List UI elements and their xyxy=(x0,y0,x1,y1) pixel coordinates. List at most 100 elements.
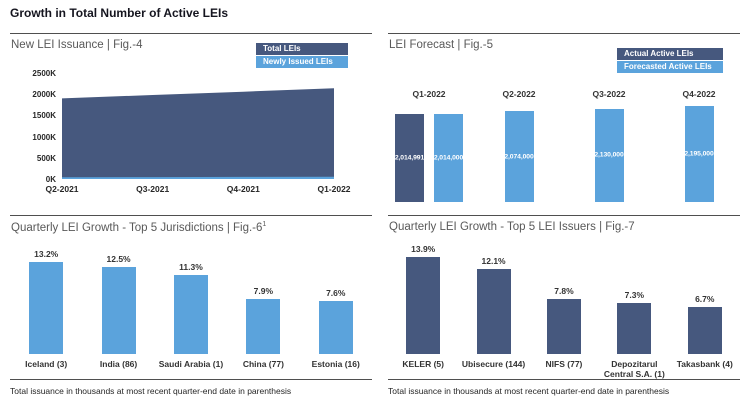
bar-value-label: 13.9% xyxy=(411,244,436,254)
bar-stack: 7.8% xyxy=(546,244,581,354)
bar-group: 11.3% Saudi Arabia (1) xyxy=(155,244,227,369)
bar-value-label: 2,014,991 xyxy=(394,154,425,162)
y-axis-tick-label: 0K xyxy=(45,175,56,184)
bar-group: Q2-2022 2,074,000 xyxy=(480,89,558,202)
bar-value-label: 12.1% xyxy=(481,256,506,267)
category-label: India (86) xyxy=(99,359,138,369)
page-title: Growth in Total Number of Active LEIs xyxy=(10,6,229,20)
bar: 2,130,000 xyxy=(594,108,624,202)
bar-value-label: 7.8% xyxy=(554,286,574,297)
bar-value-label: 12.5% xyxy=(106,253,131,264)
category-label: Iceland (3) xyxy=(25,359,68,369)
bar-group: 7.3% Depozitarul Central S.A. (1) xyxy=(599,244,669,379)
bar-group: 6.7% Takasbank (4) xyxy=(670,244,740,379)
bar-stack: 2,195,000 xyxy=(684,102,714,202)
bar-group: 12.1% Ubisecure (144) xyxy=(458,244,528,379)
category-label: Saudi Arabia (1) xyxy=(158,359,224,369)
bar xyxy=(687,307,722,354)
footnote-marker: 1 xyxy=(262,221,267,228)
bar: 2,074,000 xyxy=(504,111,534,202)
bar-stack: 2,130,000 xyxy=(594,102,624,202)
bar-stack: 12.1% xyxy=(476,244,511,354)
bar xyxy=(246,298,281,354)
category-label: Q3-2022 xyxy=(592,89,626,99)
y-axis-tick-label: 1000K xyxy=(32,132,56,142)
panel-title-text: Quarterly LEI Growth - Top 5 Jurisdictio… xyxy=(11,221,263,234)
bar-stack: 13.2% xyxy=(29,244,64,354)
bar: 2,014,000 xyxy=(433,113,464,202)
bar-value-label: 2,014,000 xyxy=(433,154,464,162)
bar-value-label: 11.3% xyxy=(179,261,203,272)
category-label: Estonia (16) xyxy=(311,359,360,369)
bar-value-label: 7.9% xyxy=(253,285,274,296)
bar-stack: 7.3% xyxy=(617,244,652,354)
panel-title: New LEI Issuance | Fig.-4 xyxy=(11,39,143,51)
bar-group: Q3-2022 2,130,000 xyxy=(570,89,648,202)
category-label: China (77) xyxy=(242,359,284,369)
bar-group: 7.9% China (77) xyxy=(227,244,299,369)
y-axis-tick-label: 2000K xyxy=(32,90,56,100)
bar xyxy=(617,302,652,354)
bar-group: Q4-2022 2,195,000 xyxy=(660,89,738,202)
bar-group: 12.5% India (86) xyxy=(82,244,154,370)
footnote-text: Total issuance in thousands at most rece… xyxy=(388,386,670,396)
legend-item: Forecasted Active LEIs xyxy=(617,61,723,73)
category-label: Q4-2022 xyxy=(682,89,716,99)
bar-value-label: 2,195,000 xyxy=(684,150,714,158)
panel-top-lei-issuers: Quarterly LEI Growth - Top 5 LEI Issuers… xyxy=(388,215,740,408)
bar-group: 13.9% KELER (5) xyxy=(388,244,458,379)
category-label: Q1-2022 xyxy=(412,89,446,99)
area-series-0 xyxy=(62,88,334,179)
panel-new-lei-issuance: New LEI Issuance | Fig.-4 Total LEIs Newl… xyxy=(10,33,372,214)
legend: Actual Active LEIs Forecasted Active LEIs xyxy=(617,48,723,74)
x-axis-label: Q1-2022 xyxy=(317,184,351,194)
x-axis-label: Q2-2021 xyxy=(45,184,79,194)
x-axis-label: Q3-2021 xyxy=(136,184,170,194)
bar-stack: 2,014,991 2,014,000 xyxy=(395,102,463,202)
panel-title: LEI Forecast | Fig.-5 xyxy=(389,39,493,51)
area-series-1 xyxy=(62,176,334,179)
bar-value-label: 7.6% xyxy=(326,287,346,298)
bar-group: Q1-2022 2,014,991 2,014,000 xyxy=(390,89,468,202)
legend-item: Total LEIs xyxy=(256,43,348,55)
bar-chart: Q1-2022 2,014,991 2,014,000 Q2-2022 2,074,00… xyxy=(390,89,738,202)
bar: 2,195,000 xyxy=(684,105,714,202)
y-axis-tick-label: 1500K xyxy=(32,111,56,121)
bar-value-label: 2,074,000 xyxy=(504,153,534,160)
bar-stack: 7.6% xyxy=(318,244,353,354)
area-chart xyxy=(62,88,334,179)
bar-stack: 12.5% xyxy=(101,244,136,354)
panel-title: Quarterly LEI Growth - Top 5 Jurisdictio… xyxy=(11,221,266,234)
x-axis-label: Q4-2021 xyxy=(226,184,260,194)
bar-value-label: 2,130,000 xyxy=(594,151,624,159)
bar-value-label: 7.3% xyxy=(624,289,645,300)
panel-lei-forecast: LEI Forecast | Fig.-5 Actual Active LEIs… xyxy=(388,33,740,214)
bar-value-label: 13.2% xyxy=(34,248,59,259)
x-axis: Q2-2021 Q3-2021 Q4-2021 Q1-2022 xyxy=(45,184,350,196)
bar-stack: 13.9% xyxy=(406,244,441,354)
panel-footer: Total issuance in thousands at most rece… xyxy=(388,379,740,396)
bar-stack: 11.3% xyxy=(173,244,208,354)
legend: Total LEIs Newly Issued LEIs xyxy=(256,43,348,69)
bar xyxy=(318,300,353,354)
bar-group: 7.6% Estonia (16) xyxy=(300,244,372,369)
bar-group: 7.8% NIFS (77) xyxy=(529,244,599,379)
bar-stack: 2,074,000 xyxy=(504,102,534,202)
bar-stack: 6.7% xyxy=(687,244,722,354)
category-label: Depozitarul Central S.A. (1) xyxy=(603,359,665,380)
y-axis: 2500K 2000K 1500K 1000K 500K 0K xyxy=(10,69,56,184)
category-label: NIFS (77) xyxy=(545,359,583,369)
panel-title: Quarterly LEI Growth - Top 5 LEI Issuers… xyxy=(389,221,635,233)
bar-chart: 13.2% Iceland (3) 12.5% India (86) 11.3% Saud… xyxy=(10,244,372,369)
bar xyxy=(406,257,441,354)
bar xyxy=(546,299,581,354)
category-label: Takasbank (4) xyxy=(676,359,733,369)
bar-group: 13.2% Iceland (3) xyxy=(10,244,82,369)
y-axis-tick-label: 500K xyxy=(36,153,56,163)
footnote-text: Total issuance in thousands at most rece… xyxy=(10,386,292,396)
legend-item: Actual Active LEIs xyxy=(617,48,723,60)
bar: 2,014,991 xyxy=(394,113,425,202)
bar xyxy=(29,261,64,354)
category-label: KELER (5) xyxy=(402,359,444,369)
bar xyxy=(101,266,136,354)
